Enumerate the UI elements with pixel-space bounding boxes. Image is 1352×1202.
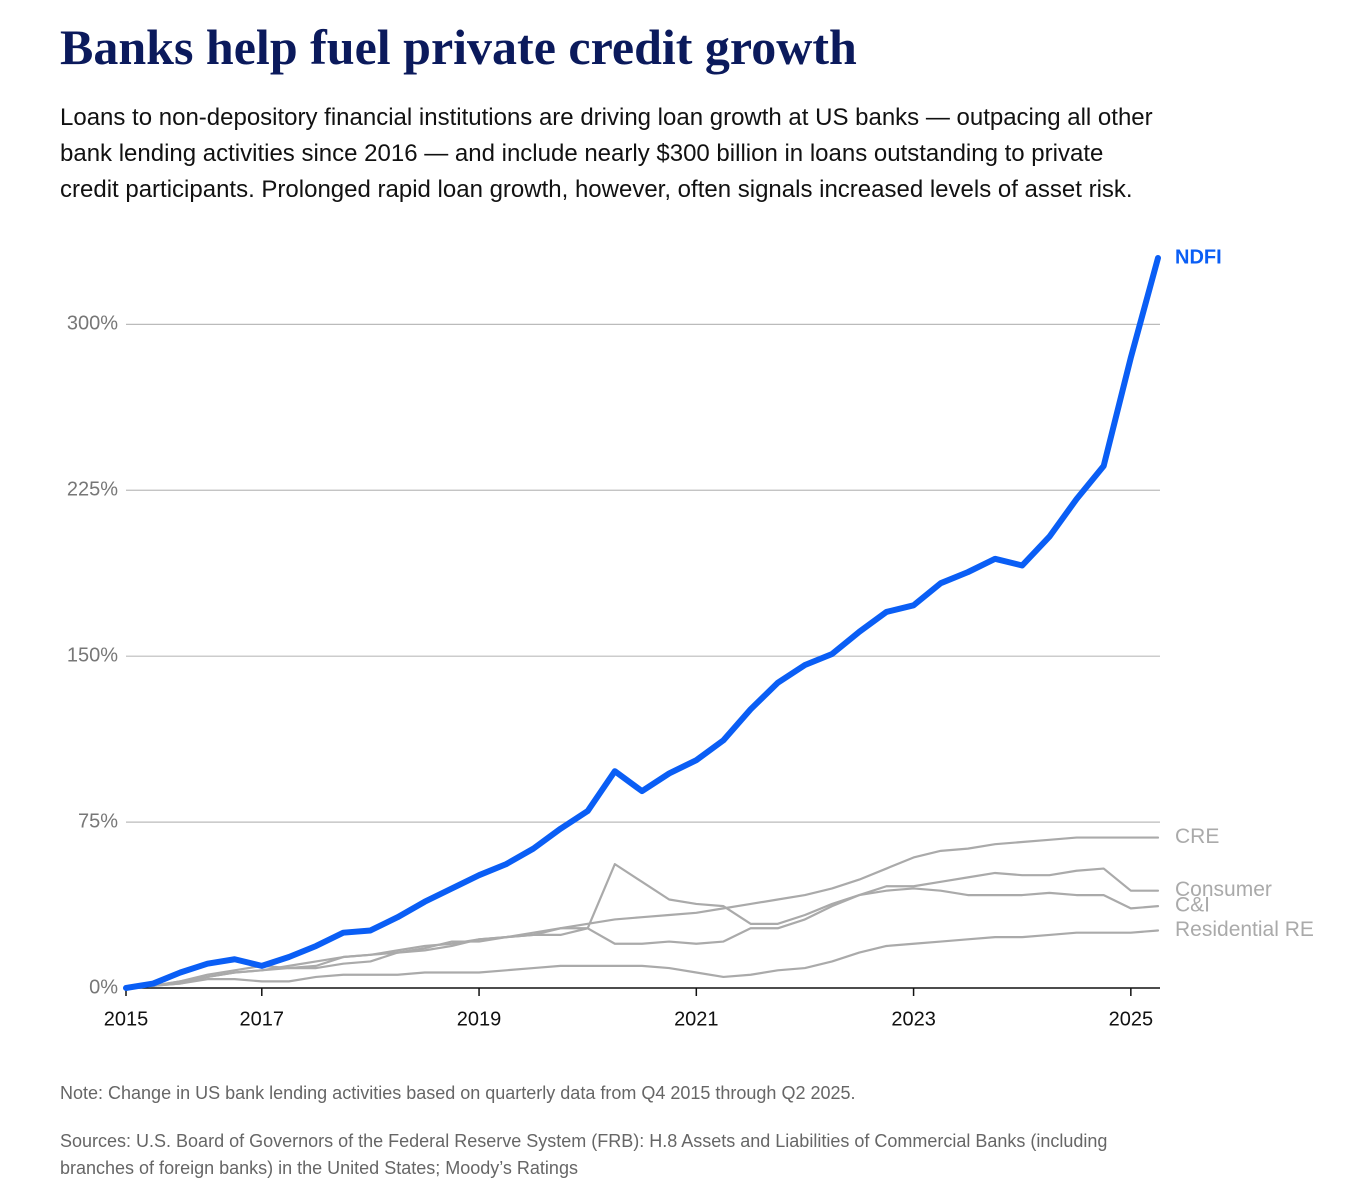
chart-subtitle: Loans to non-depository financial instit…: [60, 104, 1153, 203]
y-tick-label: 225%: [67, 479, 118, 501]
series-label: Consumer: [1175, 878, 1272, 901]
x-tick-label: 2015: [104, 1008, 149, 1030]
series-line: [124, 836, 1160, 990]
y-tick-label: 150%: [67, 644, 118, 666]
chart-note: Note: Change in US bank lending activiti…: [60, 1083, 856, 1103]
y-tick-label: 75%: [78, 810, 118, 832]
y-tick-label: 300%: [67, 313, 118, 335]
x-tick-label: 2025: [1109, 1008, 1154, 1030]
series-label: C&I: [1175, 894, 1210, 917]
series-label: CRE: [1175, 825, 1219, 848]
series-line: [124, 929, 1160, 990]
series-line: [124, 867, 1160, 990]
x-tick-label: 2017: [240, 1008, 285, 1030]
chart-sources: Sources: U.S. Board of Governors of the …: [60, 1131, 1108, 1178]
series-line: [123, 255, 1161, 991]
y-tick-label: 0%: [89, 976, 118, 998]
x-tick-label: 2021: [674, 1008, 719, 1030]
series-label: NDFI: [1175, 246, 1222, 268]
chart-title: Banks help fuel private credit growth: [60, 19, 857, 75]
series-label: Residential RE: [1175, 918, 1314, 941]
x-tick-label: 2019: [457, 1008, 502, 1030]
chart: 0% 75% 150% 225% 300% 2015 2017 2019 2021 2023 202…: [67, 246, 1314, 1030]
x-tick-label: 2023: [891, 1008, 936, 1030]
